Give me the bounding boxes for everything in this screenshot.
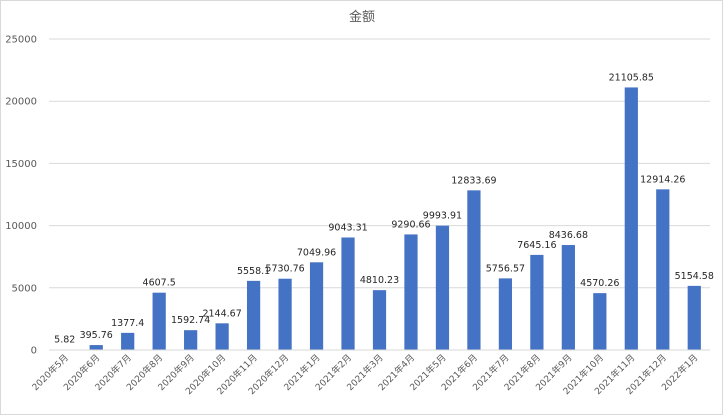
bar (435, 225, 450, 350)
data-label: 5756.57 (486, 263, 525, 274)
y-tick-label: 15000 (5, 159, 37, 170)
y-tick-label: 20000 (5, 97, 37, 108)
data-label: 1592.74 (171, 315, 210, 326)
data-label: 2144.67 (202, 308, 241, 319)
data-label: 8436.68 (549, 230, 588, 241)
data-label: 12833.69 (451, 175, 496, 186)
bar (246, 280, 261, 350)
bar (89, 345, 103, 350)
data-label: 395.76 (80, 330, 113, 341)
bar (656, 189, 670, 350)
bar (687, 285, 701, 350)
y-tick-label: 10000 (5, 221, 37, 232)
bar (561, 245, 575, 350)
data-label: 5558.1 (237, 266, 270, 277)
y-axis-ticks: 0 5000 10000 15000 20000 25000 (5, 35, 37, 357)
bar (372, 290, 387, 350)
bar (121, 332, 135, 350)
bar (215, 323, 229, 350)
data-label: 12914.26 (640, 174, 685, 185)
bars (58, 87, 701, 350)
chart-title: 金额 (349, 9, 375, 25)
data-label: 9290.66 (391, 219, 430, 230)
bar (152, 292, 166, 350)
data-label: 7645.16 (517, 240, 556, 251)
bar (467, 190, 481, 350)
y-tick-label: 5000 (12, 283, 37, 294)
bar (498, 278, 513, 350)
data-label: 9993.91 (423, 211, 462, 222)
bar (184, 330, 198, 350)
y-tick-label: 0 (31, 346, 37, 357)
gridlines (49, 38, 710, 289)
data-label: 1377.4 (111, 318, 144, 329)
bar (593, 293, 607, 350)
data-label: 7049.96 (297, 247, 336, 258)
bar (624, 87, 638, 350)
data-label: 4810.23 (360, 275, 399, 286)
bar (278, 278, 292, 350)
data-label: 5.82 (54, 335, 75, 346)
bar (341, 237, 355, 350)
data-label: 4607.5 (143, 278, 176, 289)
data-label: 5154.58 (675, 271, 714, 282)
bar (530, 254, 544, 350)
bar (309, 262, 324, 350)
y-tick-label: 25000 (5, 35, 37, 46)
x-axis-ticks: 2020年5月2020年6月2020年7月2020年8月2020年9月2020年… (29, 352, 700, 398)
data-label: 5730.76 (265, 264, 304, 275)
bar (404, 234, 418, 350)
data-label: 9043.31 (328, 223, 367, 234)
data-label: 21105.85 (609, 72, 654, 83)
data-label: 4570.26 (580, 278, 619, 289)
